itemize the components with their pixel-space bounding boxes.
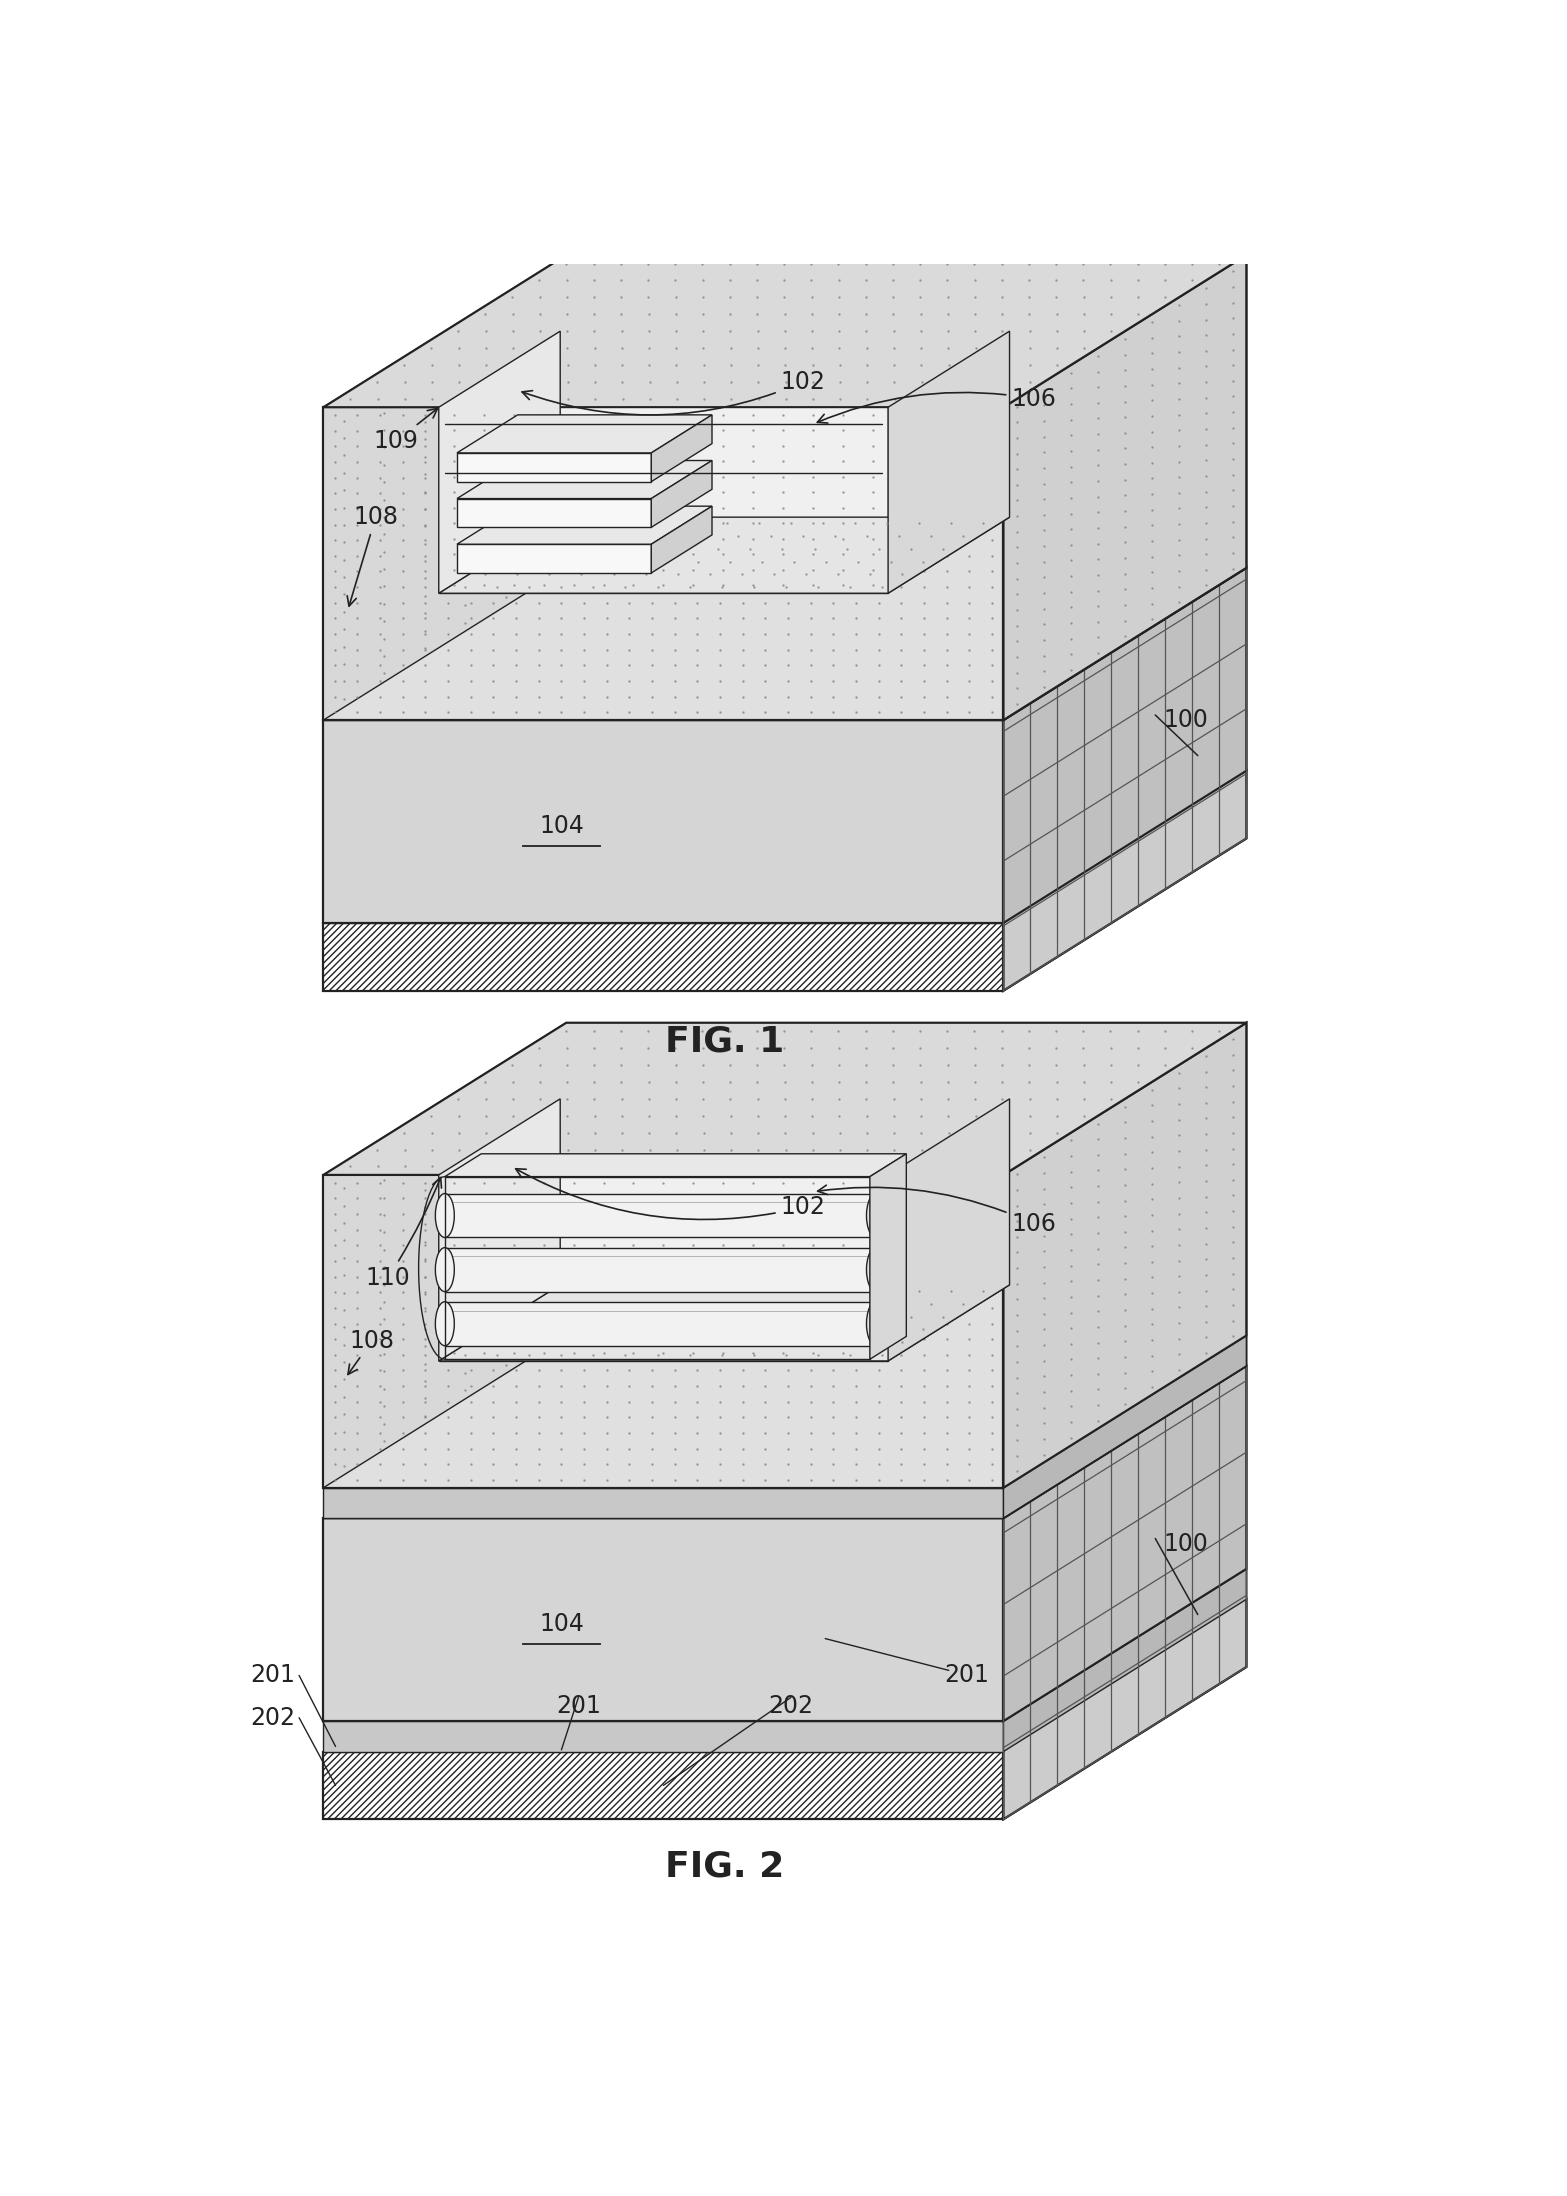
- Polygon shape: [439, 332, 561, 593]
- Polygon shape: [445, 1302, 876, 1346]
- Polygon shape: [323, 771, 1246, 922]
- Polygon shape: [323, 1487, 1003, 1517]
- Polygon shape: [439, 1175, 888, 1362]
- Text: 106: 106: [818, 386, 1056, 424]
- Polygon shape: [458, 498, 652, 527]
- Text: 202: 202: [768, 1693, 813, 1717]
- Polygon shape: [652, 415, 711, 481]
- Ellipse shape: [436, 1247, 454, 1291]
- Polygon shape: [439, 516, 1009, 593]
- Polygon shape: [458, 545, 652, 573]
- Polygon shape: [323, 569, 1246, 720]
- Polygon shape: [458, 461, 711, 498]
- Polygon shape: [323, 255, 566, 720]
- Text: 109: 109: [375, 408, 437, 452]
- Polygon shape: [1003, 255, 1246, 720]
- Text: 201: 201: [945, 1662, 989, 1687]
- Text: FIG. 1: FIG. 1: [664, 1023, 784, 1058]
- Text: 110: 110: [365, 1177, 442, 1289]
- Text: 201: 201: [251, 1662, 296, 1687]
- Polygon shape: [323, 1335, 1246, 1487]
- Polygon shape: [1003, 1366, 1246, 1722]
- Text: 100: 100: [1163, 707, 1208, 731]
- Polygon shape: [323, 720, 1003, 922]
- Polygon shape: [323, 1023, 566, 1487]
- Polygon shape: [323, 1599, 1246, 1752]
- Ellipse shape: [867, 1247, 885, 1291]
- Polygon shape: [1003, 1023, 1246, 1818]
- Polygon shape: [439, 1285, 1009, 1362]
- Text: 100: 100: [1163, 1531, 1208, 1555]
- Ellipse shape: [436, 1195, 454, 1239]
- Polygon shape: [888, 332, 1009, 593]
- Polygon shape: [652, 461, 711, 527]
- Text: 202: 202: [251, 1706, 296, 1730]
- Polygon shape: [323, 1517, 1003, 1722]
- Text: 106: 106: [818, 1186, 1056, 1236]
- Polygon shape: [1003, 771, 1246, 990]
- Text: 102: 102: [516, 1168, 826, 1219]
- Polygon shape: [439, 1098, 561, 1362]
- Polygon shape: [1003, 1568, 1246, 1752]
- Text: 201: 201: [556, 1693, 600, 1717]
- Polygon shape: [870, 1153, 906, 1359]
- Polygon shape: [323, 1568, 1246, 1722]
- Polygon shape: [439, 406, 888, 593]
- Polygon shape: [323, 1023, 1246, 1175]
- Polygon shape: [445, 1195, 876, 1239]
- Polygon shape: [652, 505, 711, 573]
- Polygon shape: [323, 255, 1246, 406]
- Polygon shape: [888, 1098, 1009, 1362]
- Polygon shape: [323, 922, 1003, 990]
- Polygon shape: [458, 505, 711, 545]
- Text: 104: 104: [539, 813, 584, 837]
- Text: 108: 108: [348, 505, 398, 606]
- Text: 108: 108: [348, 1329, 395, 1375]
- Polygon shape: [1003, 569, 1246, 922]
- Polygon shape: [1003, 1335, 1246, 1517]
- Ellipse shape: [436, 1302, 454, 1346]
- Text: FIG. 2: FIG. 2: [664, 1849, 784, 1884]
- Ellipse shape: [867, 1195, 885, 1239]
- Text: 104: 104: [539, 1612, 584, 1636]
- Polygon shape: [323, 1175, 1003, 1487]
- Polygon shape: [458, 452, 652, 481]
- Polygon shape: [1003, 1023, 1246, 1487]
- Polygon shape: [323, 1752, 1003, 1818]
- Polygon shape: [1003, 255, 1246, 990]
- Polygon shape: [323, 1366, 1246, 1517]
- Polygon shape: [323, 1722, 1003, 1752]
- Polygon shape: [1003, 1599, 1246, 1818]
- Polygon shape: [445, 1153, 906, 1177]
- Text: 102: 102: [522, 369, 826, 415]
- Ellipse shape: [867, 1302, 885, 1346]
- Polygon shape: [445, 1247, 876, 1291]
- Polygon shape: [323, 406, 1003, 720]
- Polygon shape: [458, 415, 711, 452]
